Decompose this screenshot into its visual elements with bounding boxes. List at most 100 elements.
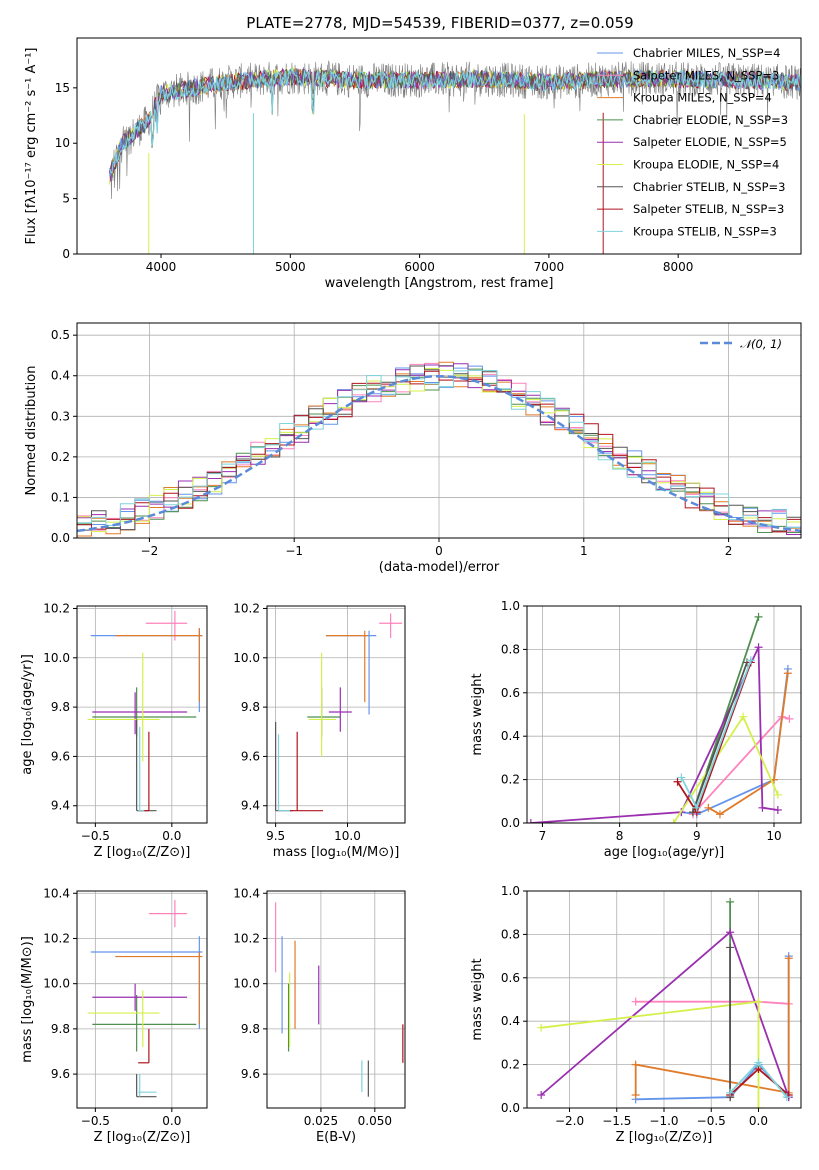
x-tick-label: −2 bbox=[141, 544, 159, 558]
histograms bbox=[77, 361, 801, 537]
weight-line-s6 bbox=[692, 662, 748, 813]
x-tick-label: −1.0 bbox=[649, 1114, 678, 1128]
x-tick-label: 10 bbox=[766, 829, 781, 843]
y-tick-label: 10.0 bbox=[233, 651, 260, 665]
panel-mass-vs-EBV: 0.025 0.050 9.6 9.8 10.0 10.2 10.4 E(B-V) bbox=[233, 886, 406, 1145]
legend-entry: Salpeter STELIB, N_SSP=3 bbox=[633, 202, 784, 216]
y-tick-label: 0 bbox=[62, 247, 70, 261]
y-tick-label: 10.2 bbox=[233, 931, 260, 945]
y-tick-label: 1.0 bbox=[501, 599, 520, 613]
axes-frame bbox=[76, 37, 802, 255]
errorbars bbox=[87, 900, 203, 1098]
x-tick-label: 0.0 bbox=[162, 829, 181, 843]
weight-marker-s8 bbox=[746, 656, 755, 665]
weight-marker-s5 bbox=[754, 997, 763, 1006]
weight-marker-s5 bbox=[739, 712, 748, 721]
weight-marker-s2 bbox=[631, 1060, 640, 1069]
errorbars bbox=[275, 902, 404, 1097]
errorbars bbox=[275, 613, 403, 812]
y-tick-label: 0.8 bbox=[501, 927, 520, 941]
panel-weight-vs-age: 7 8 9 10 0.0 0.2 0.4 0.6 0.8 1.0 age [log₁₀(age/yr… bbox=[470, 599, 802, 860]
weight-marker-s4 bbox=[754, 643, 763, 652]
weight-marker-s1 bbox=[631, 997, 640, 1006]
weight-marker-s4 bbox=[773, 805, 782, 814]
y-tick-label: 0.5 bbox=[51, 328, 70, 342]
weight-marker-s4 bbox=[758, 803, 767, 812]
legend-entry: 𝒩(0, 1) bbox=[740, 337, 782, 351]
x-axis-label: mass [log₁₀(M/M⊙)] bbox=[273, 845, 400, 860]
panel-age-vs-mass: 9.5 10.0 9.4 9.6 9.8 10.0 10.2 mass [log₁₀(M/M⊙… bbox=[233, 601, 406, 860]
y-tick-label: 0.2 bbox=[501, 1058, 520, 1072]
legend-entry: Chabrier STELIB, N_SSP=3 bbox=[633, 180, 785, 194]
y-tick-label: 0.0 bbox=[51, 531, 70, 545]
y-tick-label: 0.0 bbox=[501, 1101, 520, 1115]
weight-marker-s8 bbox=[677, 773, 686, 782]
weight-marker-s4 bbox=[726, 928, 735, 937]
axes-frame bbox=[76, 605, 208, 824]
y-tick-label: 10.0 bbox=[43, 651, 70, 665]
legend-entry: Kroupa MILES, N_SSP=4 bbox=[633, 91, 772, 105]
spectrum-lines bbox=[108, 60, 801, 254]
x-axis-label: Z [log₁₀(Z/Z⊙)] bbox=[94, 1130, 191, 1145]
spectrum-data bbox=[109, 60, 801, 200]
axes-frame bbox=[76, 322, 802, 539]
y-tick-label: 9.8 bbox=[241, 1022, 260, 1036]
axes-frame bbox=[526, 605, 802, 824]
x-axis-label: (data-model)/error bbox=[379, 560, 500, 575]
x-axis-label: age [log₁₀(age/yr)] bbox=[604, 845, 725, 860]
gaussian-curve bbox=[77, 374, 801, 533]
x-tick-label: 8 bbox=[616, 829, 624, 843]
spectrum-title: PLATE=2778, MJD=54539, FIBERID=0377, z=0… bbox=[246, 14, 633, 32]
weight-marker-s2 bbox=[715, 810, 724, 819]
x-tick-label: −0.5 bbox=[81, 1114, 110, 1128]
y-tick-label: 1.0 bbox=[501, 884, 520, 898]
y-tick-label: 10.4 bbox=[43, 886, 70, 900]
y-tick-label: 0.8 bbox=[501, 642, 520, 656]
panel-spectrum: 4000 5000 6000 7000 8000 0 5 10 15 wavelength [An… bbox=[24, 37, 802, 291]
weight-line-s2 bbox=[634, 958, 790, 1095]
weight-line-s1 bbox=[635, 1000, 789, 1005]
y-tick-label: 10.2 bbox=[43, 931, 70, 945]
x-axis-label: Z [log₁₀(Z/Z⊙)] bbox=[616, 1130, 713, 1145]
weight-line-s4 bbox=[530, 646, 778, 823]
weight-lines bbox=[527, 612, 794, 823]
y-tick-label: 5 bbox=[62, 192, 70, 206]
weight-marker-s2 bbox=[783, 669, 792, 678]
weight-marker-s2 bbox=[704, 803, 713, 812]
axes-frame bbox=[76, 890, 208, 1109]
legend-entry: Kroupa ELODIE, N_SSP=4 bbox=[633, 158, 779, 172]
x-axis-label: Z [log₁₀(Z/Z⊙)] bbox=[94, 845, 191, 860]
y-tick-label: 9.6 bbox=[51, 1067, 70, 1081]
x-tick-label: 10.0 bbox=[334, 829, 361, 843]
weight-line-s2 bbox=[707, 673, 789, 816]
axes-frame bbox=[526, 890, 802, 1109]
weight-marker-s8 bbox=[726, 1088, 735, 1097]
weight-line-s0 bbox=[681, 668, 789, 816]
weight-lines bbox=[537, 897, 793, 1108]
weight-marker-s7 bbox=[673, 777, 682, 786]
y-tick-label: 10.2 bbox=[43, 601, 70, 615]
y-tick-label: 0.6 bbox=[501, 971, 520, 985]
y-axis-label: age [log₁₀(age/yr)] bbox=[20, 654, 35, 775]
weight-marker-s8 bbox=[754, 1058, 763, 1067]
errorbars bbox=[87, 610, 203, 812]
y-tick-label: 10.0 bbox=[43, 977, 70, 991]
weight-marker-s4 bbox=[537, 1090, 546, 1099]
weight-marker-s2 bbox=[631, 1090, 640, 1099]
x-tick-label: 0 bbox=[435, 544, 443, 558]
spectrum-model-s0 bbox=[108, 68, 801, 177]
x-tick-label: −1 bbox=[285, 544, 303, 558]
axes-frame bbox=[266, 890, 406, 1109]
weight-line-s5 bbox=[541, 1000, 760, 1108]
y-axis-label: mass weight bbox=[470, 958, 485, 1040]
x-tick-label: 6000 bbox=[404, 260, 435, 274]
y-tick-label: 9.8 bbox=[51, 1022, 70, 1036]
x-tick-label: 4000 bbox=[146, 260, 177, 274]
weight-marker-s8 bbox=[692, 803, 701, 812]
y-tick-label: 9.6 bbox=[51, 749, 70, 763]
y-tick-label: 0.4 bbox=[501, 729, 520, 743]
x-tick-label: 7 bbox=[539, 829, 547, 843]
x-tick-label: −2.0 bbox=[555, 1114, 584, 1128]
weight-marker-s3 bbox=[754, 612, 763, 621]
